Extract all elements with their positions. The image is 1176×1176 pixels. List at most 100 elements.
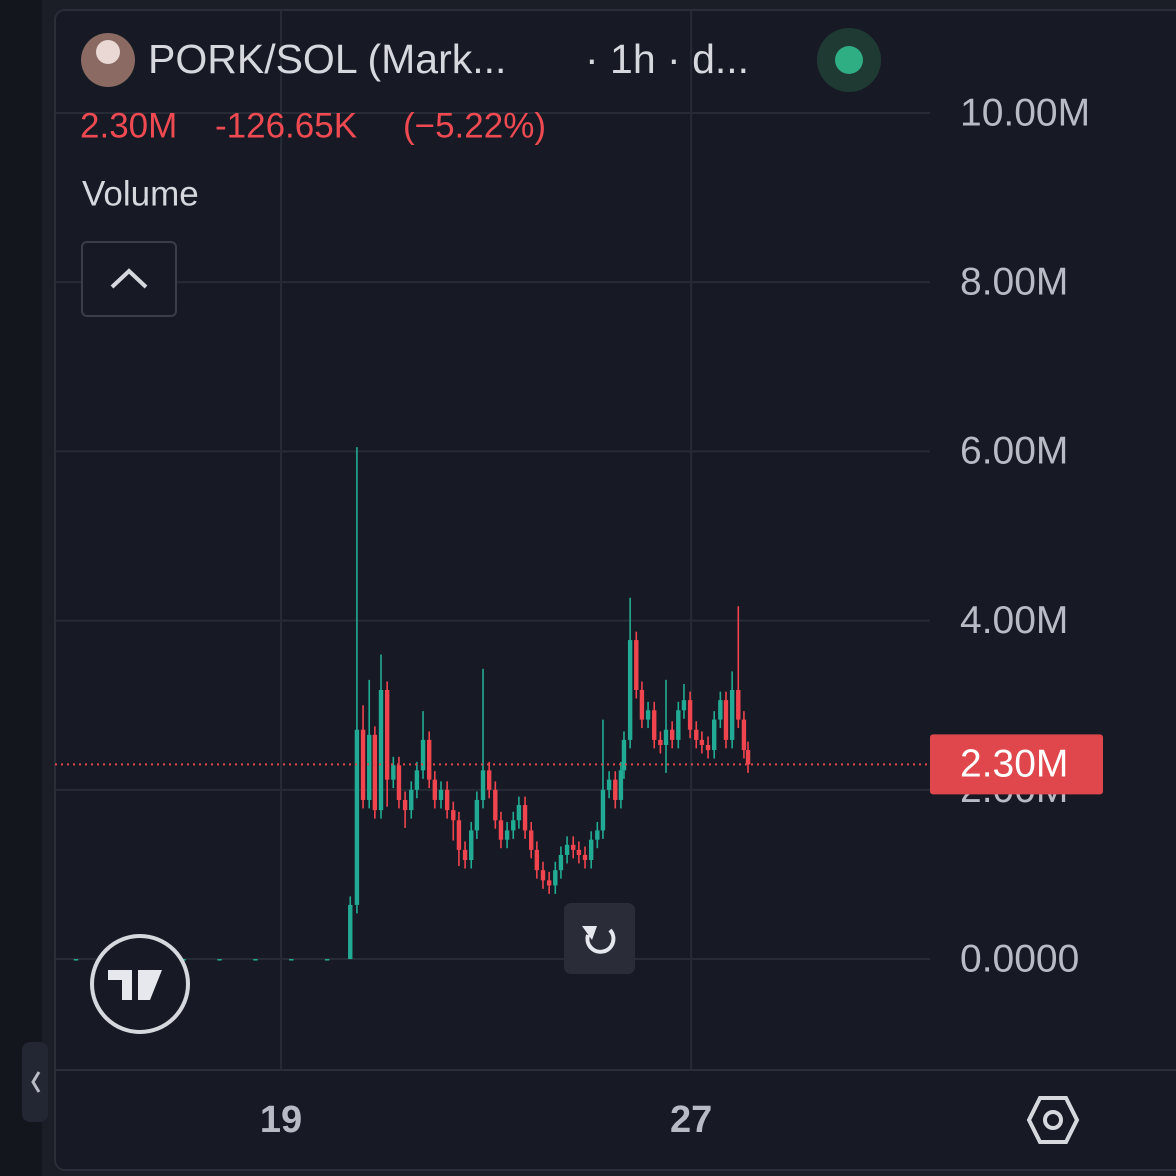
settings-icon — [1043, 1110, 1063, 1130]
settings-button[interactable] — [1026, 1096, 1080, 1144]
candle-body — [217, 959, 222, 961]
reset-icon — [585, 928, 616, 954]
candle-body — [658, 739, 663, 745]
candle-body — [645, 710, 651, 720]
collapse-button[interactable] — [22, 1042, 48, 1122]
candle-body — [687, 700, 693, 730]
candle-body — [571, 844, 576, 850]
candle-body — [402, 799, 408, 811]
last-value: 2.30M — [80, 106, 177, 145]
reset-button[interactable] — [564, 903, 635, 974]
candle-body — [511, 820, 516, 831]
chevron-up — [110, 268, 148, 289]
candle-body — [426, 739, 432, 780]
candle-body — [576, 849, 582, 855]
y-tick-label: 8.00M — [960, 260, 1068, 303]
candle-body — [546, 880, 552, 886]
candle-body — [384, 689, 390, 780]
x-tick-label: 27 — [670, 1099, 712, 1141]
candle-body — [522, 805, 528, 831]
left-toolbar — [0, 0, 42, 1176]
candle-body — [462, 849, 468, 861]
candle-body — [652, 710, 657, 740]
candle-body — [324, 959, 330, 961]
last-price-box — [930, 734, 1103, 795]
y-tick-label: 6.00M — [960, 430, 1068, 473]
candle-body — [553, 870, 558, 886]
candle-body — [718, 700, 723, 720]
candle-body — [711, 719, 717, 751]
candle-body — [745, 750, 751, 765]
candle-body — [348, 904, 353, 960]
candle-body — [456, 820, 462, 850]
candle-body — [409, 789, 414, 811]
candle-body — [474, 799, 480, 831]
y-tick-label: 4.00M — [960, 599, 1068, 642]
candle-body — [705, 744, 711, 751]
candle-body — [480, 770, 486, 800]
candle-body — [354, 729, 360, 905]
y-tick-label: 10.00M — [960, 91, 1090, 134]
candle-body — [420, 739, 426, 771]
x-tick-label: 19 — [260, 1099, 302, 1141]
collapse-icon — [31, 1071, 41, 1093]
interval[interactable]: · 1h · d... — [585, 36, 749, 82]
reset-arrow — [582, 926, 597, 940]
symbol[interactable]: PORK/SOL (Mark... — [148, 36, 506, 82]
change-percent: (−5.22%) — [403, 106, 546, 145]
candle-body — [669, 729, 675, 740]
candle-body — [253, 959, 258, 961]
candle-body — [627, 640, 633, 740]
candle-body — [613, 779, 618, 800]
candle-body — [540, 870, 546, 881]
collapse-indicators[interactable] — [81, 241, 177, 317]
candle-body — [676, 710, 681, 740]
candle-body — [504, 830, 510, 840]
chart-panel — [54, 9, 1176, 1171]
candle-body — [699, 739, 705, 745]
candle-body — [372, 734, 378, 811]
candle-body — [606, 779, 612, 790]
plot-area — [55, 447, 930, 961]
candle-body — [444, 789, 450, 811]
candle-body — [588, 839, 594, 861]
candle-body — [694, 729, 699, 740]
candle-body — [723, 700, 729, 740]
candle-body — [486, 770, 492, 790]
last-price-label: 2.30M — [960, 743, 1068, 786]
candle-body — [681, 700, 687, 711]
candle-body — [663, 729, 669, 745]
candle-body — [736, 689, 741, 720]
candle-body — [367, 734, 372, 800]
candle-body — [558, 854, 564, 871]
candle-body — [498, 820, 504, 840]
candle-body — [73, 959, 79, 961]
candle-body — [634, 640, 639, 690]
candle-body — [582, 854, 588, 861]
indicator-label[interactable]: Volume — [82, 174, 199, 213]
candle-body — [391, 765, 396, 780]
candle-body — [534, 849, 540, 871]
candle-body — [493, 789, 498, 821]
y-tick-label: 0.0000 — [960, 937, 1079, 980]
candle-body — [595, 830, 600, 840]
candle-body — [289, 959, 294, 961]
candle-body — [564, 844, 570, 855]
candle-body — [639, 689, 645, 720]
status-dot — [835, 46, 863, 74]
grid — [55, 10, 930, 1070]
candle-body — [396, 765, 402, 800]
candle-body — [438, 789, 444, 800]
candle-body — [729, 689, 735, 740]
candle-body — [618, 770, 624, 800]
candle-body — [600, 789, 606, 831]
candle-body — [469, 830, 474, 861]
logo-dot — [138, 971, 148, 981]
candle-body — [432, 779, 438, 800]
candle-body — [516, 805, 522, 821]
candle-body — [414, 770, 420, 790]
avatar-face — [96, 40, 120, 64]
candle-body — [451, 810, 456, 821]
